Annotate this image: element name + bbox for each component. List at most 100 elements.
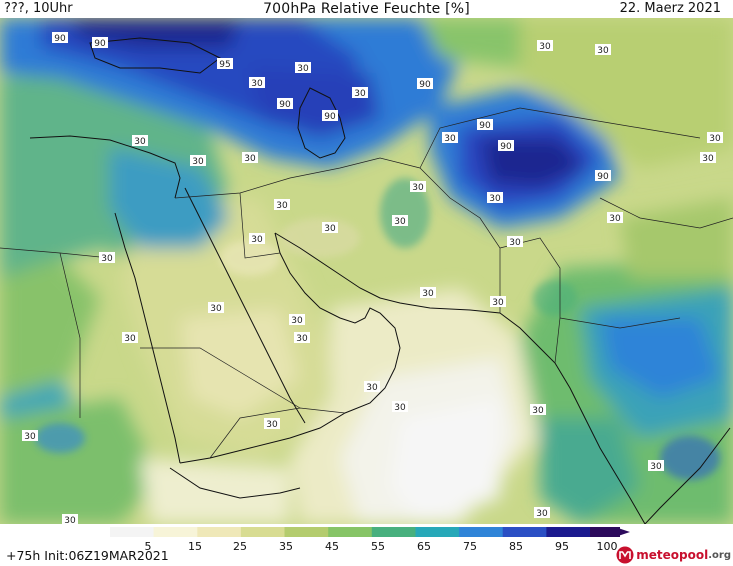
init-time-label: +75h Init:06Z19MAR2021: [6, 548, 169, 563]
colorbar-label: 85: [509, 540, 523, 553]
svg-text:90: 90: [419, 80, 431, 90]
svg-text:30: 30: [394, 217, 406, 227]
contour-label: 30: [249, 77, 265, 89]
svg-text:30: 30: [101, 254, 113, 264]
coastlines: [29, 37, 731, 524]
contour-label: 30: [264, 418, 280, 430]
contour-label: 30: [62, 514, 78, 524]
svg-text:30: 30: [536, 509, 548, 519]
svg-text:30: 30: [291, 316, 303, 326]
svg-text:30: 30: [539, 42, 551, 52]
contour-label: 30: [410, 181, 426, 193]
colorbar-swatch: [240, 527, 285, 537]
contour-label: 30: [537, 40, 553, 52]
colorbar-swatch: [459, 527, 504, 537]
contour-label: 90: [417, 78, 433, 90]
svg-text:30: 30: [492, 298, 504, 308]
svg-text:30: 30: [650, 462, 662, 472]
svg-text:30: 30: [366, 383, 378, 393]
contour-label: 30: [352, 87, 368, 99]
contour-label: 30: [122, 332, 138, 344]
colorbar-label: 15: [188, 540, 202, 553]
svg-text:30: 30: [192, 157, 204, 167]
contour-label: 30: [700, 152, 716, 164]
colorbar-swatch: [371, 527, 416, 537]
colorbar-label: 45: [325, 540, 339, 553]
contour-label: 30: [208, 302, 224, 314]
humidity-map-svg: 90 90 95 90 90 30 90 30 90 30 90 30 30 30 30 90 30 30 30 30…: [0, 18, 733, 524]
svg-text:90: 90: [597, 172, 609, 182]
svg-text:30: 30: [597, 46, 609, 56]
contour-label: 30: [364, 381, 380, 393]
svg-text:30: 30: [276, 201, 288, 211]
contour-label: 30: [190, 155, 206, 167]
svg-text:30: 30: [64, 516, 76, 524]
contour-label: 30: [607, 212, 623, 224]
forecast-date-label: 22. Maerz 2021: [619, 1, 721, 16]
svg-text:30: 30: [412, 183, 424, 193]
contour-label: 30: [322, 222, 338, 234]
contour-label: 30: [249, 233, 265, 245]
svg-text:30: 30: [394, 403, 406, 413]
colorbar-swatch: [284, 527, 329, 537]
contour-label: 30: [22, 430, 38, 442]
forecast-time-label: ???, 10Uhr: [4, 1, 73, 16]
contour-label: 30: [132, 135, 148, 147]
svg-text:30: 30: [422, 289, 434, 299]
logo-text: meteopool: [636, 548, 709, 562]
colorbar-end-arrow: [615, 527, 630, 537]
svg-text:90: 90: [279, 100, 291, 110]
contour-label: 30: [392, 401, 408, 413]
svg-text:30: 30: [354, 89, 366, 99]
colorbar-label: 25: [233, 540, 247, 553]
svg-text:30: 30: [210, 304, 222, 314]
contour-label: 30: [507, 236, 523, 248]
colorbar-swatch: [590, 527, 620, 537]
contour-label: 30: [442, 132, 458, 144]
svg-text:90: 90: [94, 39, 106, 49]
map-title: 700hPa Relative Feuchte [%]: [263, 1, 470, 17]
contour-label: 30: [595, 44, 611, 56]
contour-label: 90: [498, 140, 514, 152]
svg-text:30: 30: [251, 79, 263, 89]
colorbar-label: 75: [463, 540, 477, 553]
contour-label: 30: [490, 296, 506, 308]
humidity-map: 90 90 95 90 90 30 90 30 90 30 90 30 30 30 30 90 30 30 30 30…: [0, 18, 733, 524]
contour-label: 30: [392, 215, 408, 227]
svg-text:30: 30: [709, 134, 721, 144]
colorbar: [110, 527, 630, 537]
svg-text:90: 90: [54, 34, 66, 44]
colorbar-swatch: [153, 527, 198, 537]
colorbar-swatch: [110, 527, 155, 537]
humidity-field-detail: [35, 178, 720, 480]
svg-text:30: 30: [509, 238, 521, 248]
contour-label: 30: [487, 192, 503, 204]
contour-label: 90: [277, 98, 293, 110]
contour-label: 30: [274, 199, 290, 211]
contour-label: 30: [242, 152, 258, 164]
colorbar-swatch: [502, 527, 547, 537]
svg-text:30: 30: [244, 154, 256, 164]
svg-text:90: 90: [500, 142, 512, 152]
svg-text:30: 30: [444, 134, 456, 144]
svg-text:30: 30: [251, 235, 263, 245]
svg-text:30: 30: [24, 432, 36, 442]
svg-text:30: 30: [124, 334, 136, 344]
logo-tld: .org: [708, 549, 731, 561]
contour-label: 30: [289, 314, 305, 326]
colorbar-swatch: [328, 527, 373, 537]
svg-text:30: 30: [609, 214, 621, 224]
contour-label: 30: [707, 132, 723, 144]
svg-text:30: 30: [134, 137, 146, 147]
borders: [0, 107, 733, 459]
colorbar-label: 65: [417, 540, 431, 553]
colorbar-label: 95: [555, 540, 569, 553]
meteopool-logo-icon: [616, 546, 634, 564]
contour-label: 90: [52, 32, 68, 44]
svg-text:30: 30: [296, 334, 308, 344]
colorbar-label: 55: [371, 540, 385, 553]
svg-text:90: 90: [324, 112, 336, 122]
contour-label: 95: [217, 58, 233, 70]
svg-text:95: 95: [219, 60, 230, 70]
